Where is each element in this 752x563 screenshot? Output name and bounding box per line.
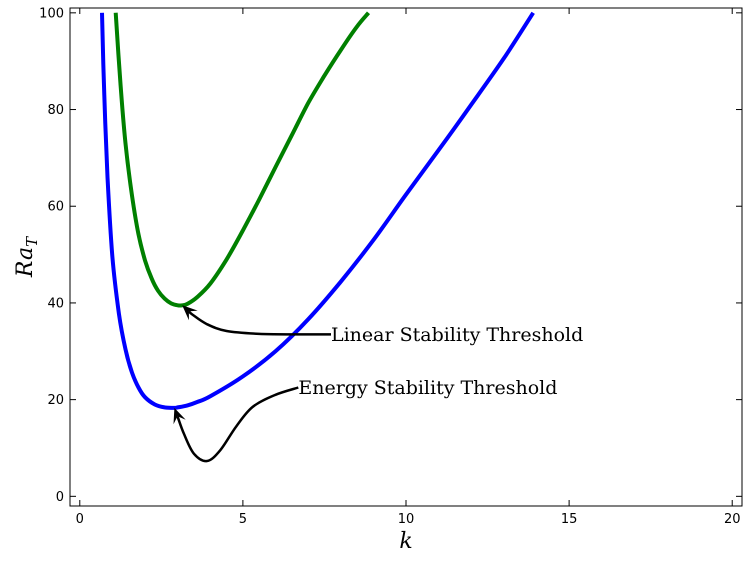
y-tick-label: 0 xyxy=(56,490,64,505)
y-tick-label: 40 xyxy=(47,296,64,311)
annotation-arrowhead-2 xyxy=(173,407,186,425)
y-tick-label: 100 xyxy=(39,6,64,21)
x-tick-label: 10 xyxy=(398,512,415,527)
series-layer xyxy=(100,11,535,410)
annotation-arrowhead-1 xyxy=(182,305,198,321)
annotation-arrow-2 xyxy=(176,386,299,463)
annotation-label-2: Energy Stability Threshold xyxy=(298,377,557,399)
y-tick-label: 20 xyxy=(47,393,64,408)
y-axis-label: RaT xyxy=(13,236,41,278)
y-axis-label-group: RaT xyxy=(13,236,41,278)
x-tick-label: 15 xyxy=(561,512,578,527)
annotation-label-1: Linear Stability Threshold xyxy=(331,324,583,346)
annotation-arrow-1 xyxy=(188,310,332,336)
y-tick-label: 80 xyxy=(47,103,64,118)
series-line-2 xyxy=(100,11,535,410)
plot-frame xyxy=(69,7,743,507)
x-tick-label: 5 xyxy=(239,512,247,527)
x-axis-label: k xyxy=(399,529,412,554)
series-line-1 xyxy=(113,11,371,308)
y-tick-label: 60 xyxy=(47,200,64,215)
tick-layer: 0 5 10 15 20 0 20 40 60 80 100 xyxy=(39,6,742,527)
y-axis-label-subscript: T xyxy=(23,236,41,247)
annotation-layer: Linear Stability Threshold Energy Stabili… xyxy=(173,305,583,463)
x-tick-label: 20 xyxy=(724,512,741,527)
x-tick-label: 0 xyxy=(76,512,84,527)
y-axis-label-main: Ra xyxy=(13,247,38,278)
